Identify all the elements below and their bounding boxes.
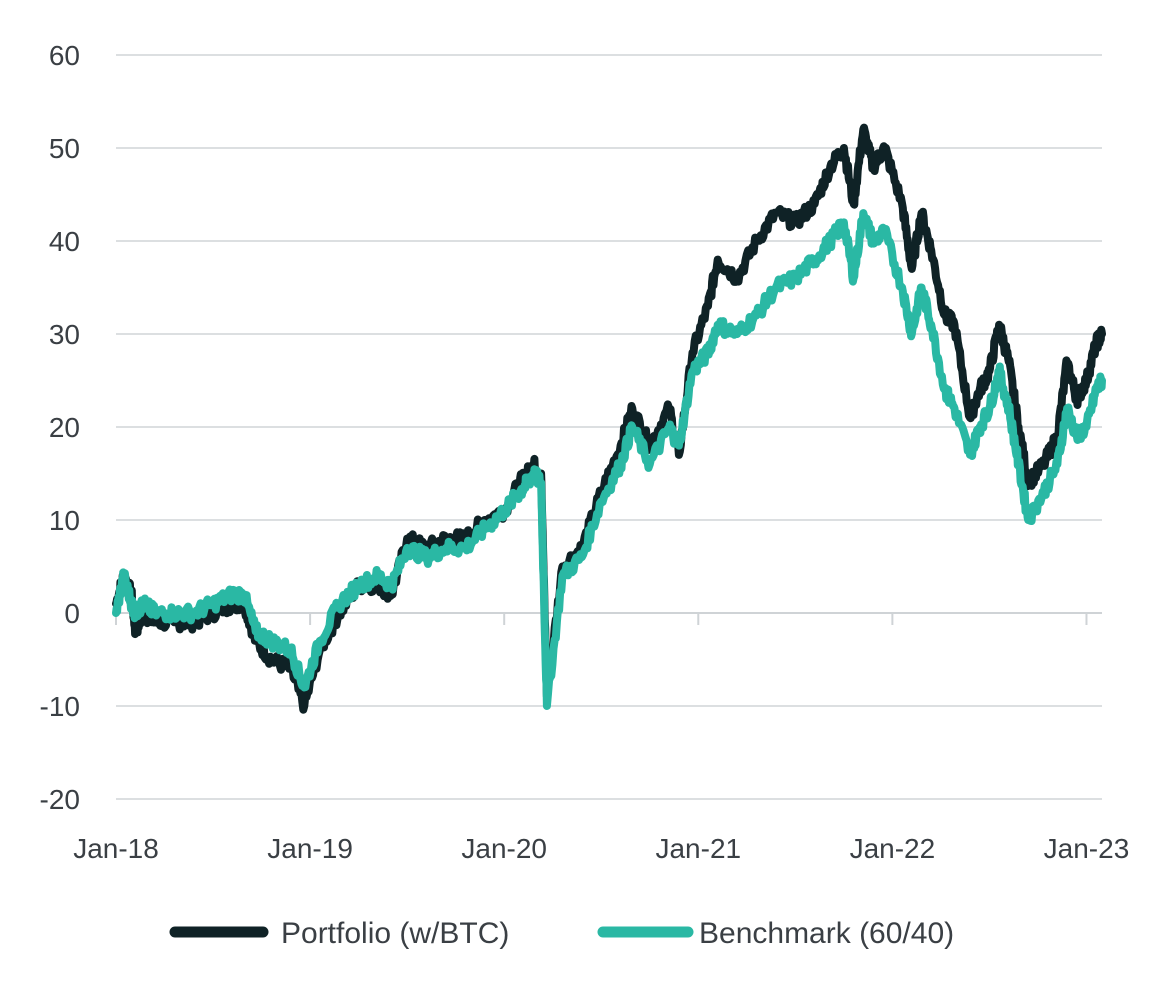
- y-tick-label--10: -10: [40, 691, 80, 722]
- y-tick-label-0: 0: [64, 598, 80, 629]
- x-tick-label-jan-22: Jan-22: [850, 833, 936, 864]
- y-tick-label--20: -20: [40, 784, 80, 815]
- y-tick-label-10: 10: [49, 505, 80, 536]
- series-line-portfolio-w-btc: [112, 123, 1106, 714]
- legend-label-portfolio: Portfolio (w/BTC): [281, 917, 509, 950]
- y-axis: 60 50 40 30 20 10 0 -10 -20: [40, 40, 80, 815]
- legend: Portfolio (w/BTC) Benchmark (60/40): [169, 917, 954, 950]
- x-tick-label-jan-18: Jan-18: [73, 833, 159, 864]
- x-tick-label-jan-21: Jan-21: [655, 833, 741, 864]
- y-tick-label-50: 50: [49, 133, 80, 164]
- y-tick-label-20: 20: [49, 412, 80, 443]
- legend-label-benchmark: Benchmark (60/40): [699, 917, 954, 950]
- y-tick-label-60: 60: [49, 40, 80, 71]
- y-tick-label-40: 40: [49, 226, 80, 257]
- y-tick-label-30: 30: [49, 319, 80, 350]
- series-layer: [112, 123, 1106, 714]
- grid-lines: [116, 54, 1102, 800]
- x-tick-label-jan-19: Jan-19: [267, 833, 353, 864]
- x-axis: Jan-18 Jan-19 Jan-20 Jan-21 Jan-22 Jan-23: [73, 612, 1130, 864]
- x-tick-label-jan-23: Jan-23: [1044, 833, 1130, 864]
- x-tick-label-jan-20: Jan-20: [461, 833, 547, 864]
- series-line-benchmark-60-40: [112, 209, 1106, 710]
